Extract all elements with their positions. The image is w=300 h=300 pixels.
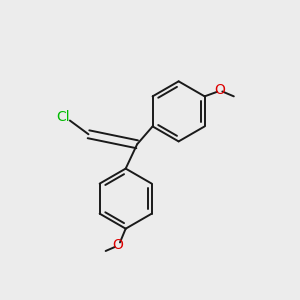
Text: Cl: Cl xyxy=(56,110,70,124)
Text: O: O xyxy=(112,238,123,252)
Text: O: O xyxy=(214,83,225,97)
